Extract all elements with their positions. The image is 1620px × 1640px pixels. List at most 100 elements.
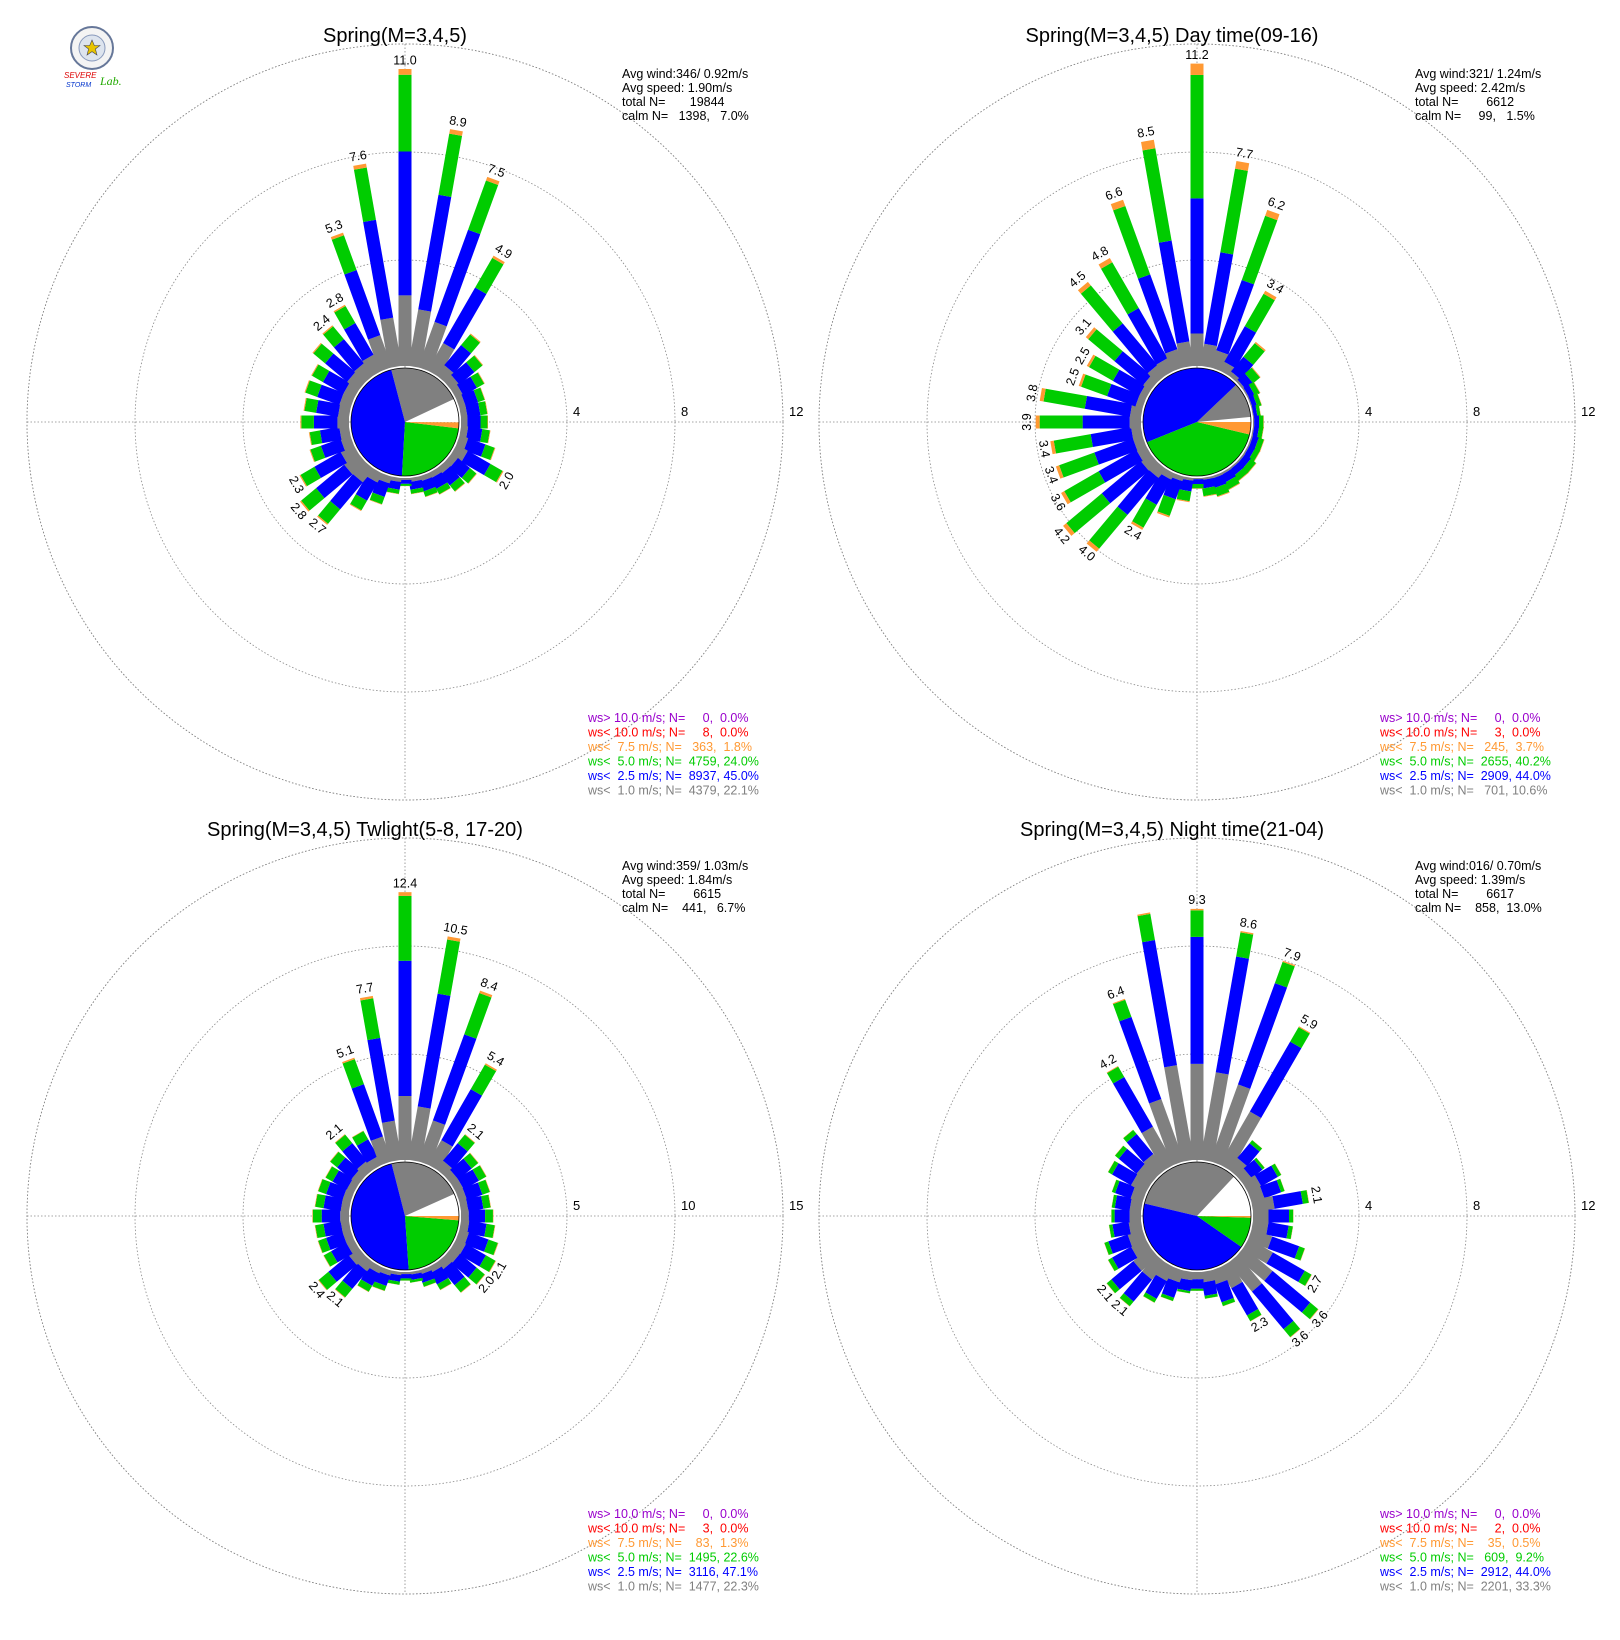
bar-segment [484,463,503,483]
bar-segment [1145,1274,1167,1299]
ring-label: 4 [573,404,580,419]
windrose-bar: 7.5 [418,161,507,372]
ring-label: 8 [681,404,688,419]
bar-segment [1119,1016,1162,1104]
bar-segment [1240,931,1254,935]
bar-segment [310,445,326,462]
bar-segment [1228,1157,1248,1178]
windrose-bar: 8.9 [408,113,468,368]
bar-segment [319,426,342,444]
bar-segment [417,993,451,1109]
legend-entry: ws< 2.5 m/s; N= 2909, 44.0% [1379,769,1551,783]
bar-segment [440,466,460,486]
bar-segment [444,345,472,374]
windrose-bar [308,425,351,446]
bar-segment [1098,449,1143,483]
bar-segment [339,425,351,440]
legend-entry: ws< 5.0 m/s; N= 2655, 40.2% [1379,755,1551,769]
bar-segment [1101,460,1149,504]
bar-segment [398,478,412,480]
bar-segment [1094,438,1138,465]
windrose-bar [1251,1219,1294,1240]
stat-avg-wind: Avg wind:016/ 0.70m/s [1415,859,1541,873]
bar-segment [1253,393,1262,407]
pie-slice [350,1163,409,1271]
windrose-bar: 3.8 [1024,383,1143,419]
bar-segment [1112,1163,1138,1186]
bar-segment [372,1286,385,1292]
bar-segment [408,309,432,368]
bar-segment [1112,999,1132,1022]
windrose-bar: 7.7 [355,980,402,1162]
bar-segment [1078,373,1086,387]
bar-segment [480,429,490,444]
bar-segment [1190,936,1204,1064]
bar-segment [1200,1270,1215,1283]
bar-segment [1115,1180,1135,1199]
bar-segment [1204,252,1234,346]
bar-segment [1107,1259,1115,1272]
legend-entry: ws< 7.5 m/s; N= 83, 1.3% [587,1536,749,1550]
bar-segment [439,487,451,495]
panel-title: Spring(M=3,4,5) Night time(21-04) [1020,819,1324,841]
windrose-bar: 4.9 [427,241,515,377]
bar-label: 7.9 [1282,945,1303,964]
bar-segment [1088,355,1120,381]
bar-segment [334,1288,346,1298]
bar-segment [408,1106,431,1162]
bar-segment [320,438,345,458]
stat-calm: calm N= 99, 1.5% [1415,109,1535,123]
bar-segment [1237,1143,1260,1167]
bar-segment [1220,168,1248,255]
bar-segment [331,235,357,275]
windrose-bar: 3.9 [1020,413,1141,431]
bar-label: 3.4 [1036,439,1053,459]
bar-segment [1112,1221,1131,1238]
bar-segment [351,1084,383,1141]
windrose-bar: 2.4 [311,312,374,384]
bar-segment [1142,1254,1166,1280]
bar-segment [1039,415,1083,429]
windrose-bar: 2.3 [286,444,360,496]
bar-segment [1298,1026,1311,1034]
bar-segment [1080,285,1123,332]
windrose-bar [1114,1145,1159,1185]
bar-segment [1106,1283,1116,1294]
logo-line2: STORM [66,82,91,89]
bar-segment [1104,1242,1109,1256]
bar-segment [470,372,485,388]
bar-segment [461,390,479,407]
bar-segment [1265,209,1280,221]
windrose-bar [1228,1139,1263,1178]
windrose-bar: 4.5 [1066,268,1166,384]
bar-segment [1084,395,1133,417]
pie-outline [350,1161,460,1271]
bar-segment [1177,1291,1190,1294]
bar-segment [450,1158,472,1180]
bar-segment [1237,983,1288,1089]
bar-segment [1248,448,1260,463]
windrose-bar [314,1193,351,1213]
bar-segment [477,372,485,384]
bar-segment [323,1220,343,1237]
bar-segment [1123,1129,1134,1139]
bar-segment [1158,240,1190,344]
bar-segment [398,295,412,366]
bar-segment [1061,491,1071,505]
windrose-bar [408,476,424,495]
bar-segment [1254,415,1259,429]
bar-segment [466,355,483,373]
bar-segment [342,1263,368,1289]
bar-segment [347,371,367,391]
bar-segment [418,194,452,312]
bar-segment [1290,1328,1301,1338]
windrose-bar [1176,476,1194,503]
legend-entry: ws> 10.0 m/s; N= 0, 0.0% [1379,711,1541,725]
bar-segment [476,1274,486,1285]
bar-segment [1108,1160,1119,1175]
bar-segment [398,1278,412,1281]
bar-segment [411,491,424,495]
windrose-bar: 10.5 [408,920,469,1162]
bar-segment [1242,458,1257,473]
ring-label: 12 [1581,404,1595,419]
